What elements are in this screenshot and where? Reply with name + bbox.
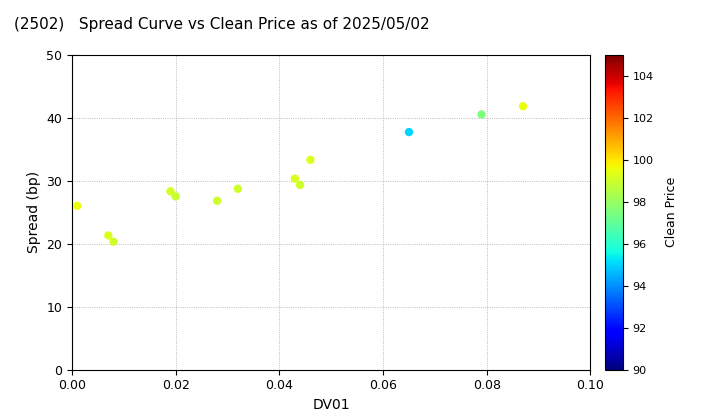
- Point: [212, 197, 223, 204]
- Point: [294, 181, 306, 188]
- Point: [476, 111, 487, 118]
- Y-axis label: Clean Price: Clean Price: [665, 177, 678, 247]
- Point: [517, 103, 528, 110]
- Point: [289, 176, 301, 182]
- Point: [170, 193, 181, 199]
- X-axis label: DV01: DV01: [312, 398, 350, 412]
- Point: [102, 232, 114, 239]
- Point: [71, 202, 83, 209]
- Point: [305, 157, 316, 163]
- Text: (2502)   Spread Curve vs Clean Price as of 2025/05/02: (2502) Spread Curve vs Clean Price as of…: [14, 17, 430, 32]
- Point: [403, 129, 415, 135]
- Point: [165, 188, 176, 194]
- Point: [232, 185, 243, 192]
- Y-axis label: Spread (bp): Spread (bp): [27, 171, 41, 253]
- Point: [108, 238, 120, 245]
